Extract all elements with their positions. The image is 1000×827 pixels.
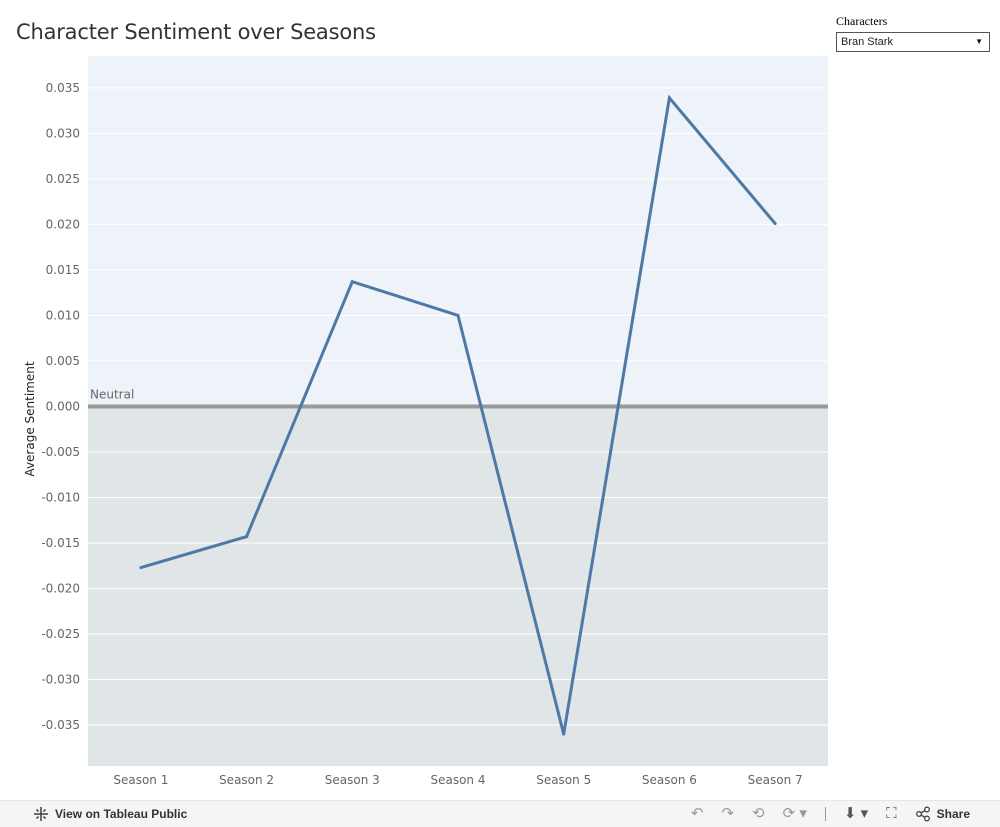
- tableau-logo-icon: [34, 807, 48, 821]
- y-tick-label: 0.025: [46, 172, 80, 186]
- toolbar-divider: [824, 807, 826, 821]
- sentiment-line-chart: Neutral 0.0350.0300.0250.0200.0150.0100.…: [23, 56, 828, 787]
- share-button[interactable]: Share: [915, 806, 970, 822]
- data-point[interactable]: [350, 280, 354, 284]
- x-tick-label: Season 2: [219, 773, 274, 787]
- positive-band: [88, 56, 828, 407]
- page-title: Character Sentiment over Seasons: [16, 20, 376, 44]
- toolbar-actions: ↶ ↷ ⟲ ⟳ ▾ ⬇ ▾ ⛶ Share: [691, 804, 970, 824]
- y-tick-label: 0.005: [46, 354, 80, 368]
- y-tick-label: 0.015: [46, 263, 80, 277]
- y-tick-label: -0.020: [41, 582, 80, 596]
- data-point[interactable]: [667, 96, 671, 100]
- tableau-toolbar: View on Tableau Public ↶ ↷ ⟲ ⟳ ▾ ⬇ ▾ ⛶: [0, 800, 1000, 827]
- data-point[interactable]: [773, 221, 777, 225]
- y-tick-label: 0.010: [46, 308, 80, 322]
- data-point[interactable]: [139, 566, 143, 570]
- data-point[interactable]: [456, 313, 460, 317]
- data-point[interactable]: [245, 535, 249, 539]
- fullscreen-icon[interactable]: ⛶: [886, 805, 897, 822]
- x-axis-ticks: Season 1 Season 2 Season 3 Season 4 Season 5…: [113, 773, 802, 787]
- dropdown-value: Bran Stark: [841, 36, 893, 48]
- data-point[interactable]: [562, 732, 566, 736]
- dropdown-arrow-icon[interactable]: ▼: [975, 37, 983, 46]
- x-tick-label: Season 4: [430, 773, 485, 787]
- x-tick-label: Season 1: [113, 773, 168, 787]
- y-tick-label: -0.030: [41, 673, 80, 687]
- y-tick-label: -0.025: [41, 627, 80, 641]
- x-tick-label: Season 5: [536, 773, 591, 787]
- share-icon: [915, 806, 930, 822]
- y-tick-label: -0.005: [41, 445, 80, 459]
- negative-band: [88, 406, 828, 766]
- y-axis-title: Average Sentiment: [23, 361, 37, 476]
- y-axis-ticks: 0.035 0.030 0.025 0.020 0.015 0.010 0.005 0.000…: [41, 81, 80, 732]
- view-on-tableau-link[interactable]: View on Tableau Public: [33, 806, 187, 822]
- y-tick-label: 0.035: [46, 81, 80, 95]
- filter-label: Characters: [836, 14, 888, 28]
- y-tick-label: -0.010: [41, 490, 80, 504]
- characters-filter: Characters Bran Stark ▼: [836, 14, 990, 52]
- x-tick-label: Season 7: [748, 773, 803, 787]
- y-tick-label: -0.035: [41, 718, 80, 732]
- data-points: [139, 96, 777, 736]
- view-on-tableau-label: View on Tableau Public: [55, 807, 188, 821]
- share-label: Share: [936, 807, 970, 821]
- y-tick-label: 0.020: [46, 217, 80, 231]
- neutral-label: Neutral: [90, 387, 134, 401]
- y-tick-label: 0.030: [46, 126, 80, 140]
- undo-icon[interactable]: ↶: [690, 805, 704, 822]
- y-tick-label: 0.000: [46, 399, 80, 413]
- y-tick-label: -0.015: [41, 536, 80, 550]
- characters-dropdown[interactable]: Bran Stark ▼: [836, 32, 990, 52]
- refresh-icon[interactable]: ⟳ ▾: [782, 805, 807, 822]
- download-icon[interactable]: ⬇ ▾: [843, 805, 869, 822]
- x-tick-label: Season 6: [642, 773, 697, 787]
- revert-icon[interactable]: ⟲: [752, 805, 765, 822]
- redo-icon[interactable]: ↷: [721, 805, 735, 822]
- x-tick-label: Season 3: [325, 773, 380, 787]
